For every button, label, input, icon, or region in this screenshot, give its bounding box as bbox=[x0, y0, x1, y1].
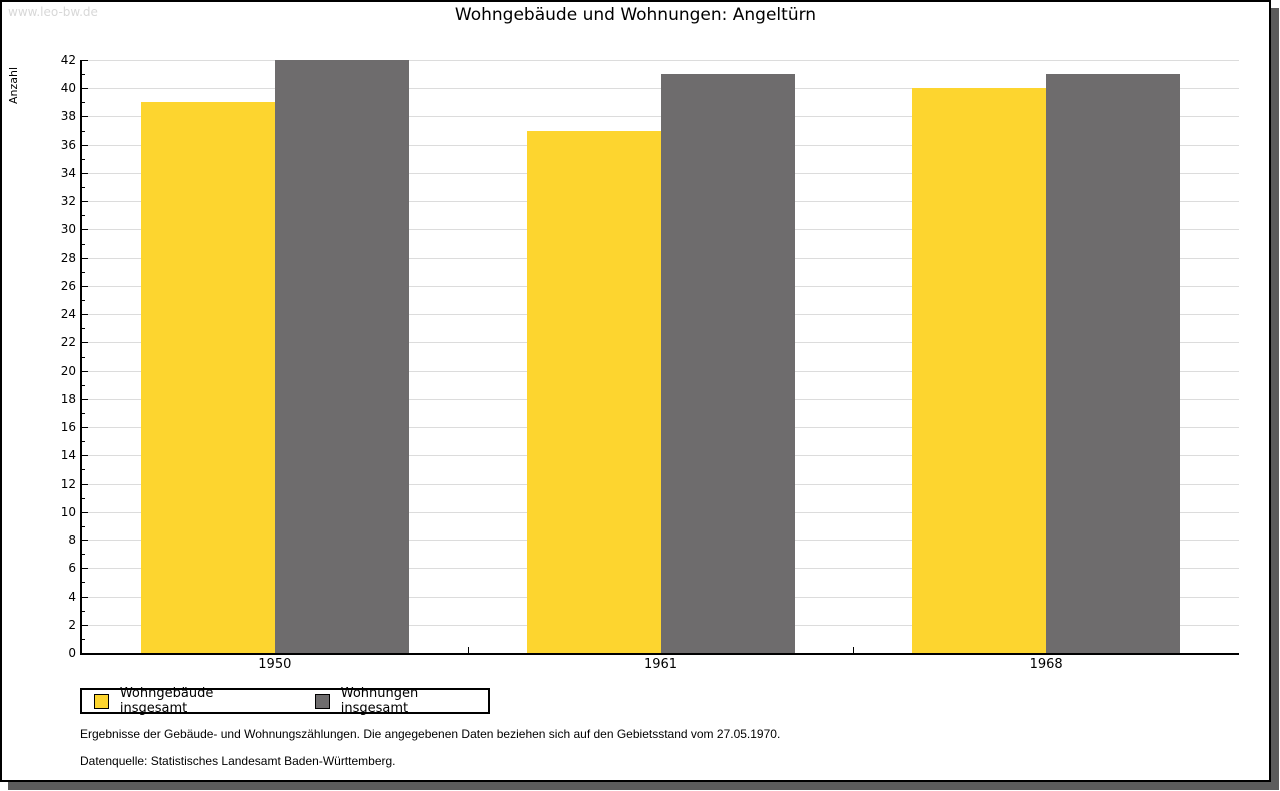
bar bbox=[140, 102, 275, 653]
y-axis-tick bbox=[82, 187, 85, 189]
y-axis-tick bbox=[82, 582, 85, 584]
y-axis-tick bbox=[82, 257, 88, 259]
legend-label-wohngebaeude: Wohngebäude insgesamt bbox=[119, 686, 214, 716]
y-axis-tick bbox=[82, 540, 88, 542]
y-tick-label: 20 bbox=[60, 363, 76, 378]
x-tick-label: 1950 bbox=[258, 657, 292, 672]
x-tick-label: 1968 bbox=[1029, 657, 1063, 672]
y-axis-title: Anzahl bbox=[7, 66, 20, 104]
legend: Wohngebäude insgesamt Wohnungen insgesam… bbox=[80, 686, 490, 716]
bar bbox=[660, 74, 795, 653]
y-tick-label: 0 bbox=[68, 646, 76, 660]
y-tick-label: 22 bbox=[60, 335, 76, 350]
gridline bbox=[82, 60, 1239, 61]
y-axis-tick bbox=[82, 243, 85, 245]
x-axis-tick bbox=[468, 647, 469, 653]
y-axis-tick bbox=[82, 554, 85, 556]
y-axis-tick bbox=[82, 74, 85, 76]
y-axis-tick bbox=[82, 201, 88, 203]
bar bbox=[912, 88, 1047, 653]
y-axis-tick bbox=[82, 300, 85, 302]
y-axis-tick bbox=[82, 427, 88, 429]
y-tick-label: 32 bbox=[60, 194, 76, 209]
y-axis-tick bbox=[82, 412, 85, 414]
y-axis-tick bbox=[82, 483, 88, 485]
y-tick-label: 4 bbox=[68, 589, 76, 604]
y-tick-label: 30 bbox=[60, 222, 76, 237]
y-tick-label: 38 bbox=[60, 109, 76, 124]
y-tick-label: 10 bbox=[60, 504, 76, 519]
y-tick-label: 14 bbox=[60, 448, 76, 463]
y-axis-tick bbox=[82, 271, 85, 273]
y-tick-label: 12 bbox=[60, 476, 76, 491]
y-tick-label: 6 bbox=[68, 561, 76, 576]
y-axis-tick bbox=[82, 285, 88, 287]
y-axis-tick bbox=[82, 497, 85, 499]
y-axis-tick bbox=[82, 653, 88, 654]
y-tick-label: 8 bbox=[68, 533, 76, 548]
y-axis-tick bbox=[82, 511, 88, 513]
y-axis-tick bbox=[82, 60, 88, 61]
y-tick-label: 16 bbox=[60, 420, 76, 435]
y-axis-tick bbox=[82, 356, 85, 358]
watermark: www.leo-bw.de bbox=[8, 5, 98, 19]
y-axis-tick bbox=[82, 398, 88, 400]
y-tick-label: 36 bbox=[60, 137, 76, 152]
y-tick-label: 2 bbox=[68, 617, 76, 632]
y-axis-tick bbox=[82, 342, 88, 344]
y-axis-tick bbox=[82, 568, 88, 570]
x-axis-line bbox=[80, 653, 1239, 655]
y-axis-tick bbox=[82, 370, 88, 372]
legend-label-wohnungen: Wohnungen insgesamt bbox=[340, 686, 419, 716]
y-axis-tick bbox=[82, 469, 85, 471]
y-axis-tick bbox=[82, 328, 85, 330]
y-axis-tick bbox=[82, 610, 85, 612]
y-axis-tick bbox=[82, 638, 85, 640]
legend-swatch-wohnungen bbox=[314, 693, 330, 709]
y-axis-tick bbox=[82, 172, 88, 174]
bar bbox=[274, 60, 409, 653]
y-axis-tick bbox=[82, 384, 85, 386]
plot-area: 1950 1961 1968 bbox=[82, 60, 1239, 672]
y-tick-label: 26 bbox=[60, 278, 76, 293]
legend-swatch-wohngebaeude bbox=[94, 693, 109, 709]
y-axis-tick bbox=[82, 596, 88, 598]
chart-title: Wohngebäude und Wohnungen: Angeltürn bbox=[454, 5, 817, 25]
y-axis-tick bbox=[82, 116, 88, 118]
y-axis-line bbox=[80, 60, 82, 655]
y-axis-tick bbox=[82, 144, 88, 146]
y-axis-tick bbox=[82, 102, 85, 104]
y-axis-tick bbox=[82, 624, 88, 626]
y-tick-label: 24 bbox=[60, 307, 76, 322]
y-axis-tick bbox=[82, 441, 85, 443]
legend-item-wohnungen: Wohnungen insgesamt bbox=[314, 686, 488, 716]
x-axis-tick bbox=[853, 647, 854, 653]
y-axis-tick bbox=[82, 525, 85, 527]
bar bbox=[1046, 74, 1181, 653]
y-axis-tick bbox=[82, 215, 85, 217]
y-tick-label: 28 bbox=[60, 250, 76, 265]
y-axis-tick bbox=[82, 88, 88, 90]
footnote-gebietsstand: Ergebnisse der Gebäude- und Wohnungszähl… bbox=[80, 727, 781, 741]
legend-item-wohngebaeude: Wohngebäude insgesamt bbox=[94, 686, 283, 716]
y-axis-tick bbox=[82, 455, 88, 457]
y-tick-label: 42 bbox=[60, 53, 76, 67]
footnote-datenquelle: Datenquelle: Statistisches Landesamt Bad… bbox=[80, 754, 396, 768]
y-axis-tick bbox=[82, 314, 88, 316]
x-tick-label: 1961 bbox=[643, 657, 678, 672]
y-tick-label: 34 bbox=[60, 165, 76, 180]
y-axis-tick bbox=[82, 229, 88, 231]
y-axis-tick bbox=[82, 158, 85, 160]
y-tick-label: 18 bbox=[60, 391, 76, 406]
y-axis-tick bbox=[82, 130, 85, 132]
y-tick-label: 40 bbox=[60, 81, 76, 96]
bar bbox=[526, 130, 661, 653]
